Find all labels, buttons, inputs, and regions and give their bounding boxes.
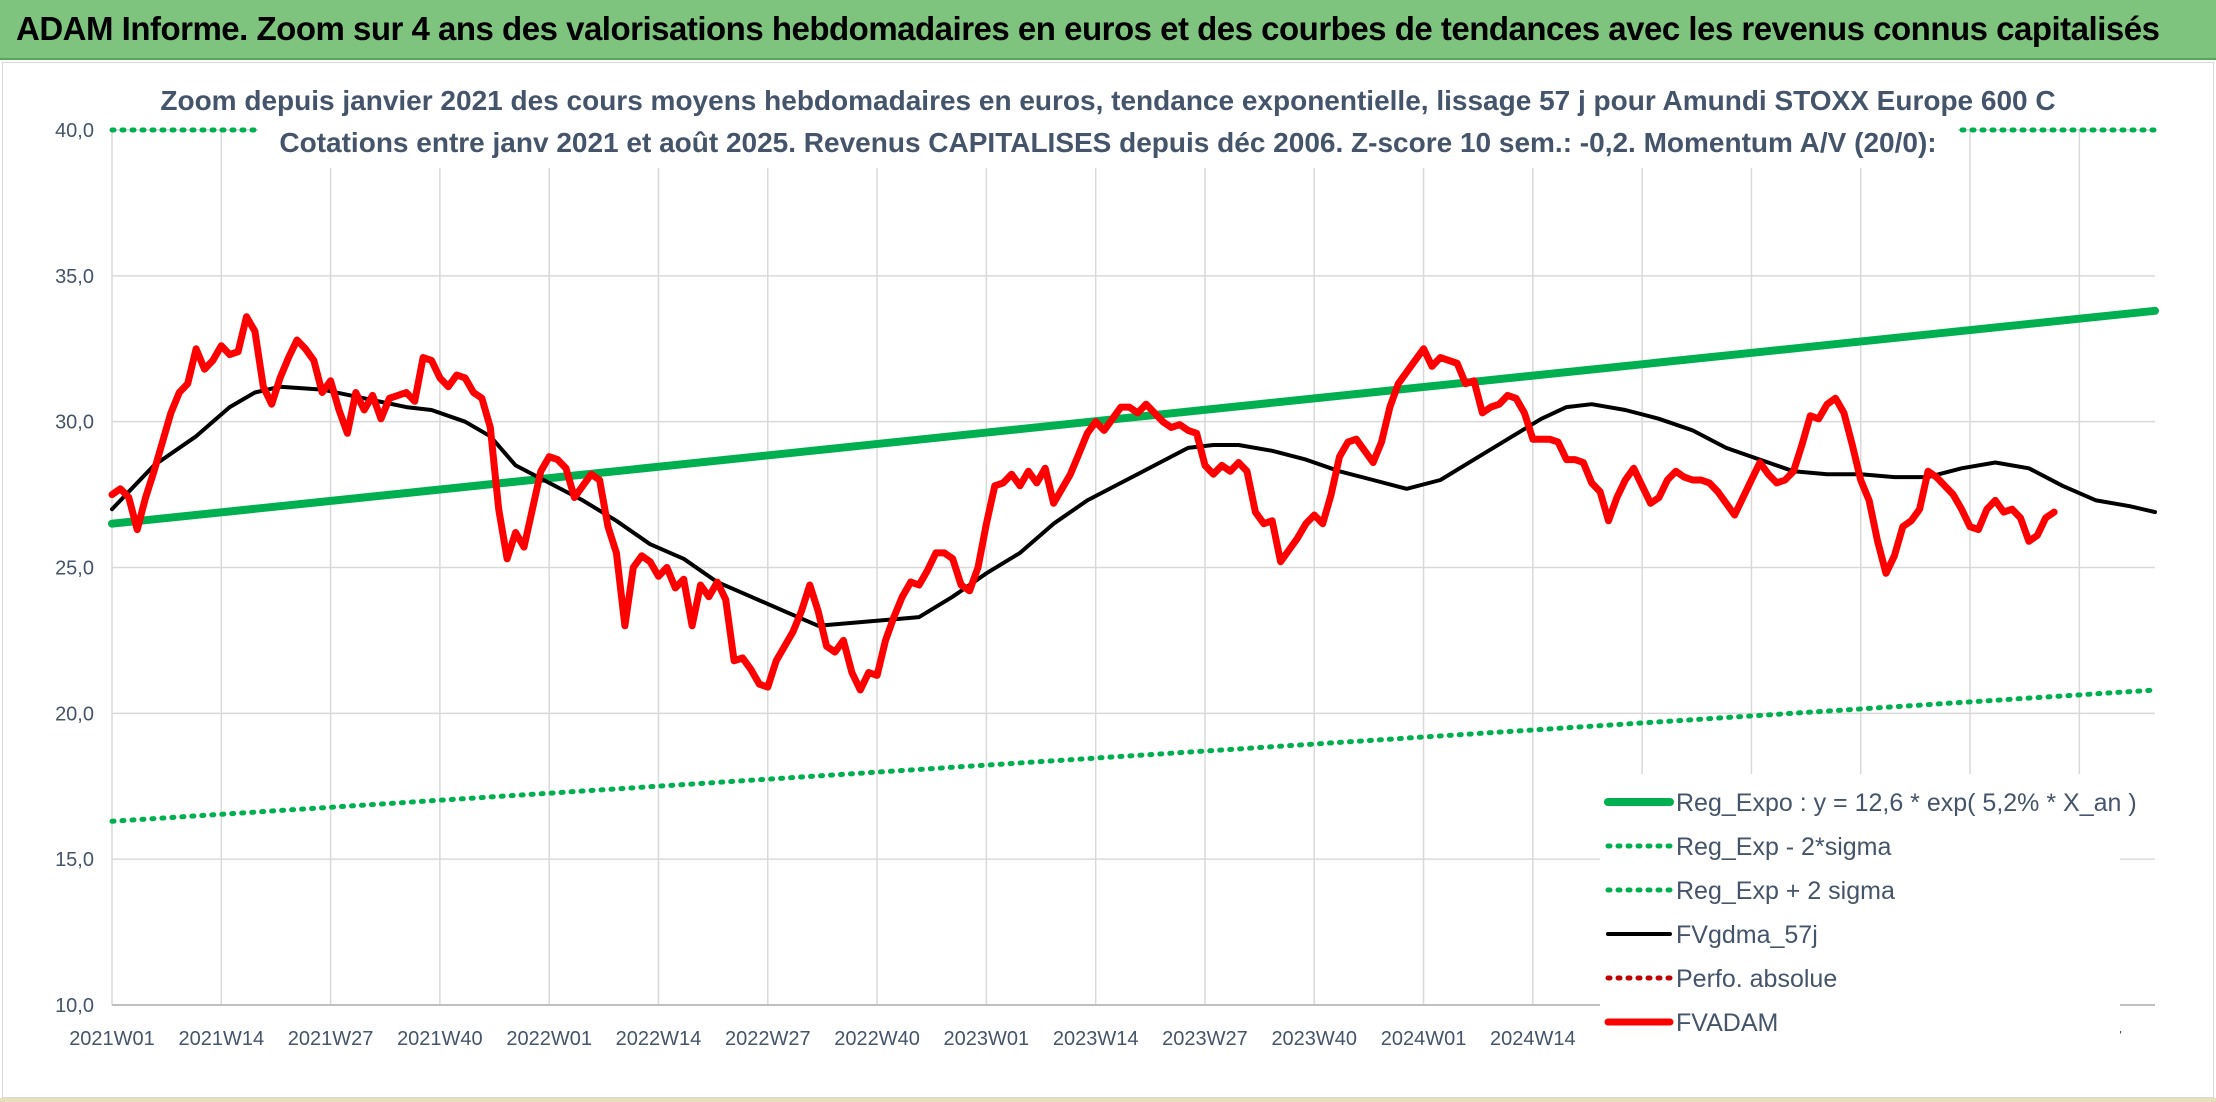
trend-line (108, 306, 2159, 528)
x-tick-label: 2021W27 (288, 1028, 374, 1050)
chart-frame (2, 62, 2214, 1098)
x-tick-label: 2021W40 (397, 1028, 483, 1050)
legend-label: Reg_Exp + 2 sigma (1676, 877, 1895, 905)
x-tick-label: 2023W40 (1271, 1028, 1357, 1050)
chart-title-line2: Cotations entre janv 2021 et août 2025. … (279, 127, 1936, 158)
x-tick-label: 2024W14 (1490, 1028, 1576, 1050)
x-tick-label: 2022W14 (616, 1028, 702, 1050)
lower-band-line (109, 687, 2158, 824)
x-tick-label: 2022W27 (725, 1028, 811, 1050)
chart-grid (111, 129, 2155, 1006)
x-tick-label: 2023W27 (1162, 1028, 1248, 1050)
x-tick-label: 2021W01 (69, 1028, 155, 1050)
legend-label: FVgdma_57j (1676, 921, 1818, 949)
x-tick-label: 2023W01 (944, 1028, 1030, 1050)
y-tick-label: 20,0 (55, 703, 94, 725)
legend-label: Perfo. absolue (1676, 965, 1837, 993)
x-tick-label: 2023W14 (1053, 1028, 1139, 1050)
y-tick-label: 35,0 (55, 266, 94, 288)
y-tick-label: 10,0 (55, 995, 94, 1017)
y-tick-label: 40,0 (55, 120, 94, 142)
report-title: ADAM Informe. Zoom sur 4 ans des valoris… (16, 10, 2160, 47)
legend: Reg_Expo : y = 12,6 * exp( 5,2% * X_an )… (1600, 774, 2137, 1050)
x-tick-label: 2022W01 (506, 1028, 592, 1050)
x-tick-label: 2024W01 (1381, 1028, 1467, 1050)
bottom-edge-bar (0, 1098, 2216, 1102)
y-tick-label: 25,0 (55, 558, 94, 580)
smooth-line (110, 384, 2157, 628)
legend-label: FVADAM (1676, 1009, 1778, 1037)
report-banner: ADAM Informe. Zoom sur 4 ans des valoris… (0, 0, 2216, 60)
y-axis: 10,0 15,0 20,0 25,0 30,0 35,0 40,0 (55, 120, 94, 1017)
y-tick-label: 15,0 (55, 849, 94, 871)
price-line (108, 313, 2058, 694)
y-tick-label: 30,0 (55, 412, 94, 434)
series-layer (108, 127, 2159, 824)
x-tick-label: 2022W40 (834, 1028, 920, 1050)
chart: 10,0 15,0 20,0 25,0 30,0 35,0 40,0 2021W01 2021… (55, 72, 2159, 1050)
x-tick-label: 2021W14 (178, 1028, 264, 1050)
chart-title-line1: Zoom depuis janvier 2021 des cours moyen… (160, 85, 2055, 116)
legend-label: Reg_Expo : y = 12,6 * exp( 5,2% * X_an ) (1676, 789, 2137, 817)
legend-label: Reg_Exp - 2*sigma (1676, 833, 1891, 861)
title-background (258, 72, 1958, 168)
legend-background (1600, 774, 2120, 1050)
